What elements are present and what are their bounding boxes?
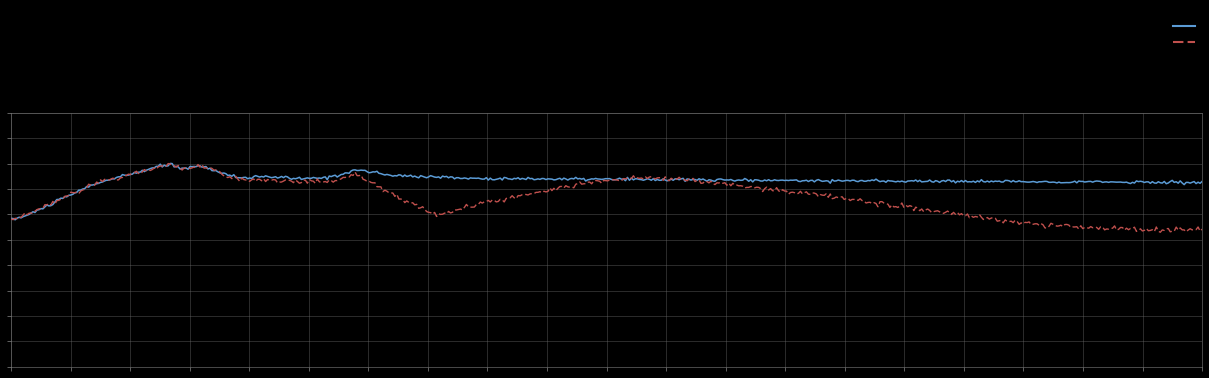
Legend: , : , bbox=[1174, 21, 1194, 47]
